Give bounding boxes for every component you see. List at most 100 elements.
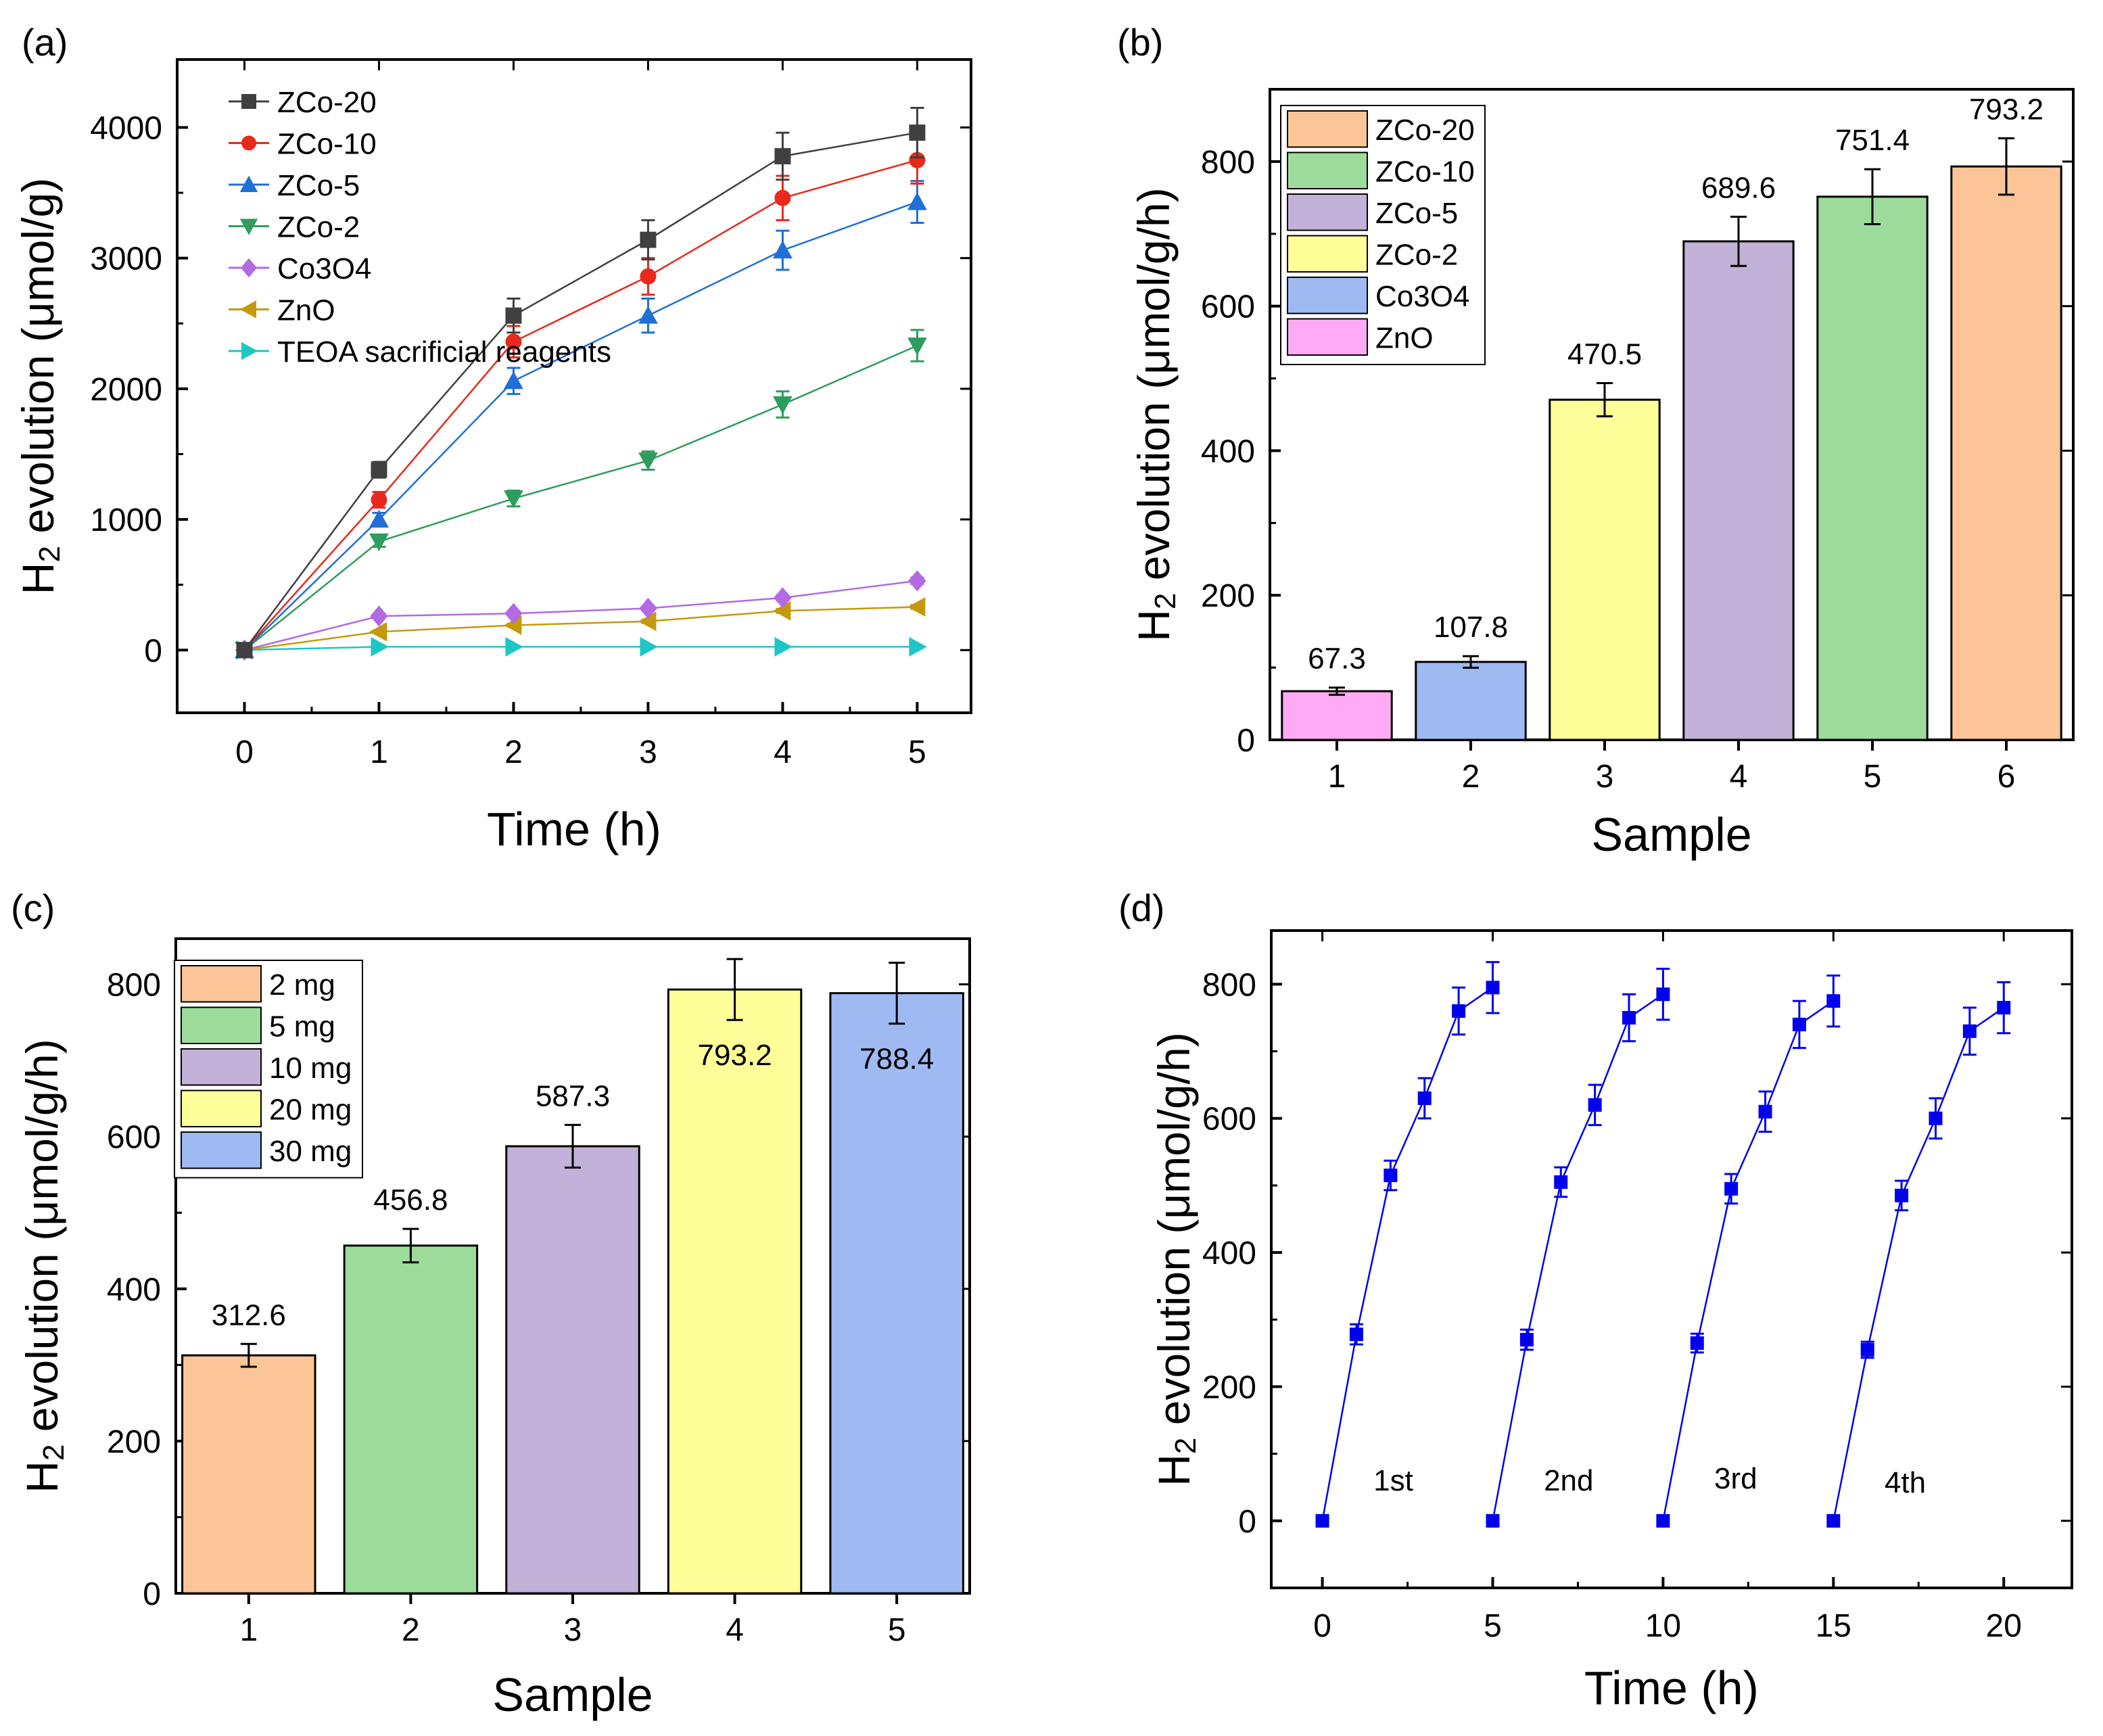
legend-entry: ZCo-2 (1375, 238, 1458, 271)
data-point (1826, 994, 1841, 1008)
data-point (907, 192, 927, 210)
legend-entry: ZCo-20 (1375, 114, 1475, 147)
series-line (244, 646, 918, 651)
data-label: 67.3 (1308, 642, 1366, 676)
x-axis-label: Time (h) (1584, 1662, 1759, 1714)
x-tick-label: 4 (774, 734, 792, 770)
x-tick-label: 4 (1730, 759, 1748, 795)
legend-entry: ZnO (277, 294, 335, 327)
data-point (773, 396, 793, 415)
y-tick-label: 600 (1202, 1102, 1256, 1137)
legend-marker (239, 218, 258, 235)
data-point (1519, 1333, 1534, 1347)
data-point (1895, 1188, 1909, 1202)
data-point (907, 597, 926, 617)
cycle-2: 2nd (1486, 968, 1670, 1528)
legend-swatch (1287, 110, 1368, 148)
data-point (638, 452, 658, 471)
data-point (639, 597, 657, 619)
legend-entry: 5 mg (269, 1010, 335, 1043)
bar (829, 992, 964, 1595)
bar (1281, 690, 1393, 741)
data-point (370, 605, 388, 627)
data-point (369, 509, 389, 528)
legend-entry: ZCo-10 (1375, 155, 1475, 188)
panel-label: (c) (11, 887, 55, 929)
data-point (773, 240, 793, 259)
y-tick-label: 0 (1238, 1504, 1256, 1540)
y-tick-label: 200 (1201, 578, 1255, 614)
legend-entry: 2 mg (269, 968, 335, 1002)
data-point (1486, 1514, 1500, 1528)
legend-entry: ZnO (1375, 321, 1434, 354)
x-tick-label: 1 (1328, 759, 1346, 795)
x-tick-label: 3 (639, 734, 657, 770)
y-tick-label: 600 (107, 1120, 161, 1156)
data-point (1997, 1001, 2011, 1015)
plot-frame (1270, 929, 2073, 1589)
data-label: 689.6 (1701, 172, 1776, 205)
bar (1950, 165, 2062, 741)
y-tick-label: 600 (1201, 289, 1255, 325)
x-tick-label: 0 (1313, 1608, 1331, 1644)
y-axis-label: H2 evolution (μmol/g) (13, 178, 66, 594)
data-point (1452, 1004, 1466, 1018)
data-point (1929, 1111, 1943, 1125)
legend-marker (241, 94, 256, 109)
series-line (243, 344, 918, 651)
data-label: 107.8 (1434, 611, 1508, 644)
data-label: 587.3 (536, 1079, 610, 1112)
legend-marker (239, 175, 258, 192)
data-point (1758, 1104, 1772, 1119)
x-tick-label: 6 (1998, 759, 2016, 795)
y-tick-label: 200 (107, 1424, 161, 1460)
legend-entry: ZCo-5 (277, 169, 360, 202)
legend-swatch (1287, 235, 1368, 273)
legend-swatch (1287, 277, 1368, 314)
x-tick-label: 2 (402, 1612, 420, 1648)
data-point (371, 461, 387, 478)
x-tick-label: 4 (726, 1612, 744, 1648)
data-point (504, 490, 523, 509)
plot-frame (176, 58, 972, 714)
y-tick-label: 0 (143, 1576, 161, 1612)
y-tick-label: 400 (1201, 433, 1255, 469)
data-point (1486, 981, 1500, 995)
y-axis-label-subscript: 2 (1169, 1438, 1202, 1454)
cycle-label: 4th (1885, 1466, 1926, 1499)
data-label: 793.2 (698, 1039, 772, 1072)
data-label: 788.4 (859, 1043, 934, 1076)
data-point (505, 637, 523, 657)
y-axis-label-rest: evolution (μmol/g/h) (17, 1039, 67, 1444)
y-axis-label-rest: evolution (μmol/g/h) (1129, 187, 1179, 592)
series-teoa-sacrificial-reagents (236, 637, 927, 660)
y-tick-label: 3000 (90, 241, 162, 277)
data-point (1349, 1328, 1363, 1342)
legend-marker (240, 258, 258, 278)
legend-entry: ZCo-10 (277, 128, 377, 161)
y-tick-label: 800 (1201, 145, 1255, 181)
panel-label: (b) (1117, 21, 1163, 64)
data-point (640, 268, 657, 285)
bar (1415, 661, 1527, 741)
cycle-label: 1st (1373, 1464, 1413, 1497)
legend-swatch (1287, 318, 1368, 356)
legend-swatch (181, 1131, 262, 1169)
series-zco-2 (235, 329, 927, 660)
x-axis-label: Sample (492, 1668, 653, 1721)
y-tick-label: 800 (107, 968, 161, 1004)
data-point (369, 533, 389, 552)
series-line (243, 159, 918, 651)
y-tick-label: 1000 (90, 502, 162, 538)
data-point (640, 637, 658, 657)
cycle-1: 1st (1315, 961, 1500, 1528)
legend-swatch (181, 965, 262, 1003)
series-line (243, 131, 918, 651)
data-label: 456.8 (373, 1183, 448, 1217)
data-point (1315, 1514, 1329, 1528)
cycle-label: 3rd (1714, 1462, 1757, 1495)
series-line (244, 580, 918, 651)
data-point (1656, 987, 1670, 1002)
data-point (909, 637, 927, 657)
